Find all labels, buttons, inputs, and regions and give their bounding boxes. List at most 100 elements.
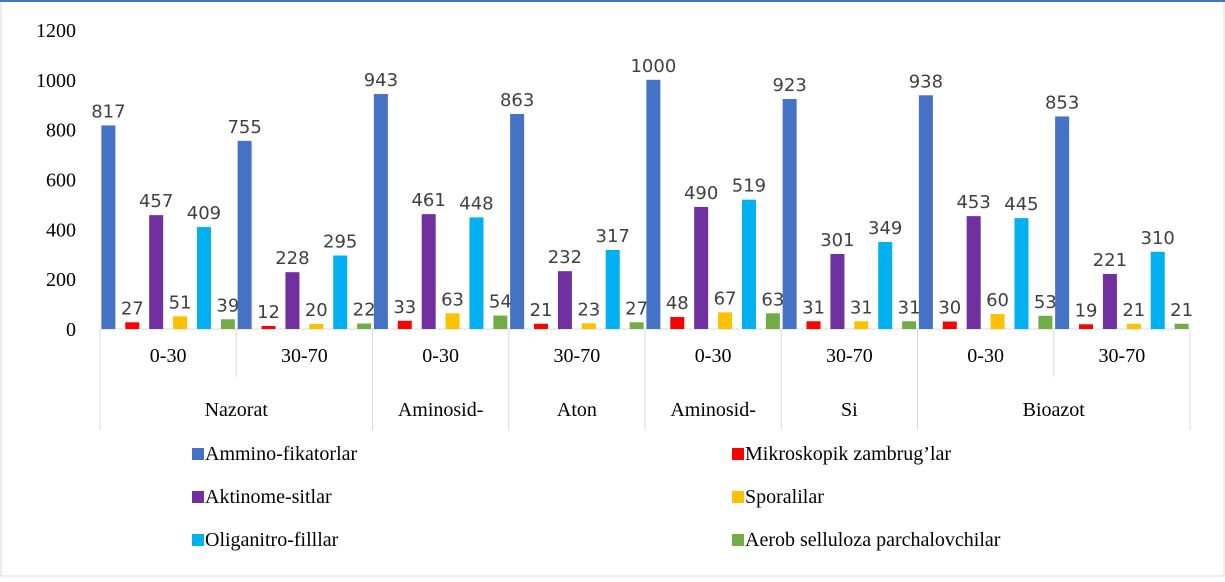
data-label: 295 xyxy=(323,231,357,252)
bar xyxy=(942,321,957,329)
data-label: 445 xyxy=(1004,194,1038,215)
data-label: 21 xyxy=(530,300,553,321)
y-tick-label: 0 xyxy=(66,319,76,341)
data-label: 22 xyxy=(353,300,376,321)
data-label: 301 xyxy=(820,230,854,251)
data-label: 53 xyxy=(1034,292,1057,313)
x-category-label: 30-70 xyxy=(826,345,873,367)
bar xyxy=(854,321,869,329)
legend-label: Aerob selluloza parchalovchilar xyxy=(745,529,1001,551)
x-category-label: 0-30 xyxy=(422,345,459,367)
data-label: 457 xyxy=(139,191,173,212)
bar xyxy=(629,322,644,329)
data-label: 453 xyxy=(956,192,990,213)
data-label: 863 xyxy=(500,90,534,111)
bar xyxy=(534,323,549,329)
bar xyxy=(741,199,756,329)
data-label: 221 xyxy=(1093,250,1127,271)
legend-swatch xyxy=(732,448,744,460)
bar xyxy=(1055,116,1070,329)
x-group-label: Aton xyxy=(557,399,597,421)
bar xyxy=(581,323,596,329)
data-label: 33 xyxy=(393,297,416,318)
data-label: 232 xyxy=(548,247,582,268)
bar xyxy=(333,255,348,329)
bar xyxy=(397,320,412,329)
data-label: 63 xyxy=(761,289,784,310)
legend-label: Sporalilar xyxy=(745,486,824,508)
data-label: 23 xyxy=(577,299,600,320)
bar xyxy=(469,217,484,329)
bar xyxy=(285,272,300,329)
data-label: 60 xyxy=(986,290,1009,311)
bar xyxy=(373,94,388,330)
x-group-label: Bioazot xyxy=(1023,399,1086,421)
bar xyxy=(1014,218,1029,329)
data-label: 519 xyxy=(732,176,766,197)
data-label: 31 xyxy=(802,297,825,318)
bar xyxy=(173,316,188,329)
data-label: 21 xyxy=(1122,300,1145,321)
data-label: 755 xyxy=(227,117,261,138)
data-label: 63 xyxy=(441,289,464,310)
legend-swatch xyxy=(732,491,744,503)
x-group-label: Aminosid- xyxy=(398,399,484,421)
x-category-label: 30-70 xyxy=(1099,345,1146,367)
x-group-label: Si xyxy=(841,399,858,421)
legend-label: Ammino-fikatorlar xyxy=(205,443,358,465)
y-tick-label: 400 xyxy=(46,219,76,241)
bar xyxy=(830,254,845,329)
bar xyxy=(765,313,780,329)
bar xyxy=(782,99,797,329)
data-label: 448 xyxy=(459,193,493,214)
data-label: 12 xyxy=(257,302,280,323)
bar xyxy=(1174,323,1189,329)
legend-swatch xyxy=(192,491,204,503)
bar xyxy=(1150,251,1165,329)
y-tick-label: 800 xyxy=(46,120,76,142)
bar xyxy=(806,321,821,329)
bar xyxy=(237,140,252,329)
data-label: 310 xyxy=(1141,228,1175,249)
bar xyxy=(309,324,324,329)
y-tick-label: 600 xyxy=(46,170,76,192)
bar xyxy=(718,312,733,329)
data-label: 817 xyxy=(91,101,125,122)
data-label: 51 xyxy=(169,292,192,313)
bar xyxy=(557,271,572,329)
data-label: 67 xyxy=(714,288,737,309)
bar xyxy=(149,215,164,329)
bar xyxy=(1079,324,1094,329)
data-label: 853 xyxy=(1045,92,1079,113)
legend-label: Mikroskopik zambrug’lar xyxy=(745,443,951,465)
legend-label: Oliganitro-filllar xyxy=(205,529,339,551)
bar xyxy=(421,214,436,329)
data-label: 39 xyxy=(216,295,239,316)
bar xyxy=(878,242,893,329)
bar xyxy=(196,227,211,329)
data-label: 31 xyxy=(898,297,921,318)
bar xyxy=(261,326,276,329)
bar xyxy=(1038,315,1053,329)
x-category-label: 0-30 xyxy=(150,345,187,367)
data-label: 923 xyxy=(772,75,806,96)
bar xyxy=(990,314,1005,329)
data-label: 27 xyxy=(625,298,648,319)
legend-swatch xyxy=(192,534,204,546)
bar xyxy=(670,317,685,329)
data-label: 490 xyxy=(684,183,718,204)
bar xyxy=(918,95,933,329)
data-label: 409 xyxy=(187,203,221,224)
bar xyxy=(694,206,709,329)
data-label: 461 xyxy=(411,190,445,211)
data-label: 27 xyxy=(121,298,144,319)
y-tick-label: 1200 xyxy=(36,20,76,42)
plot-area: 0 200 400 600 800 1000 1200 0-30 817 27 457 51 409 39… xyxy=(36,20,1193,430)
x-category-label: 0-30 xyxy=(967,345,1004,367)
data-label: 228 xyxy=(275,248,309,269)
x-category-label: 0-30 xyxy=(695,345,732,367)
bar xyxy=(125,322,140,329)
bar xyxy=(357,323,372,329)
legend: Ammino-fikatorlar Mikroskopik zambrug’lar… xyxy=(192,443,1001,551)
